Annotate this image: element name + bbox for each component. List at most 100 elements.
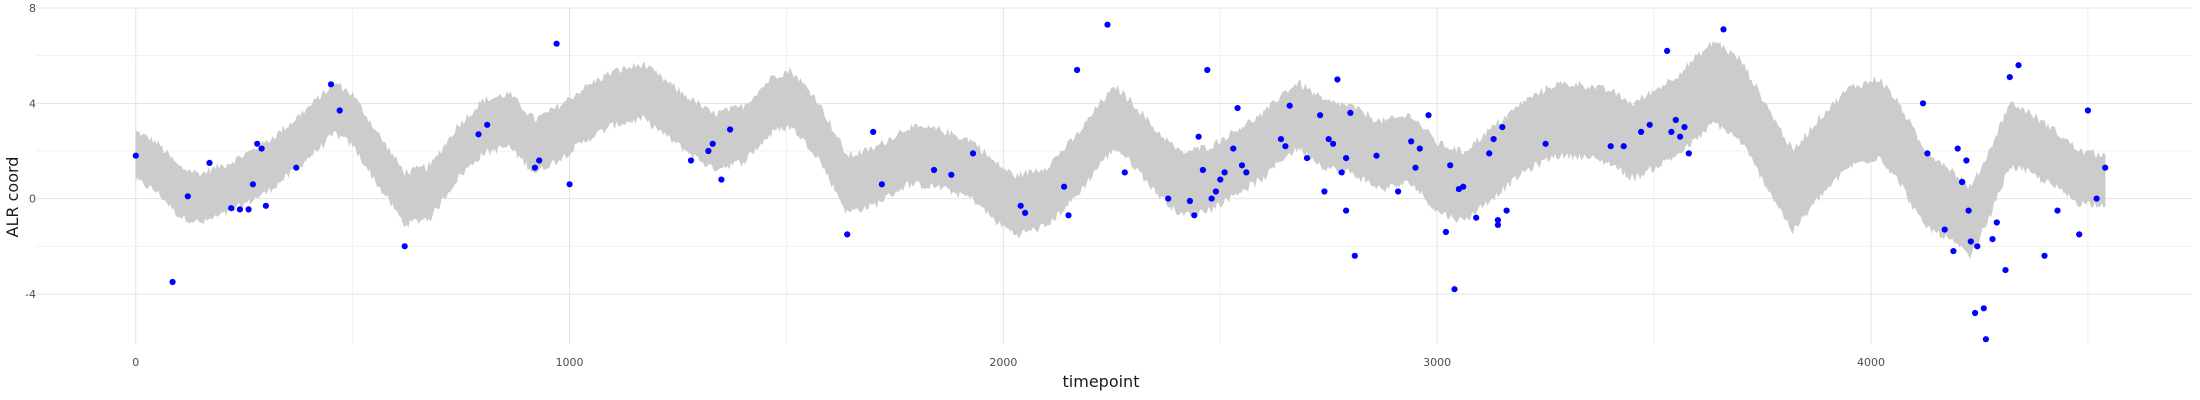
data-point — [1243, 169, 1250, 176]
data-point — [1490, 136, 1497, 143]
data-point — [1191, 212, 1198, 219]
data-point — [2006, 74, 2013, 81]
data-point — [258, 145, 265, 152]
y-tick-label: 0 — [29, 193, 36, 206]
data-point — [1195, 133, 1202, 140]
data-point — [245, 206, 252, 213]
data-point — [1959, 178, 1966, 186]
data-point — [184, 193, 191, 200]
data-point — [1425, 112, 1432, 119]
data-point — [293, 164, 300, 171]
data-point — [1416, 145, 1423, 152]
data-point — [2076, 231, 2083, 238]
data-point — [1950, 248, 1957, 255]
data-point — [1325, 136, 1332, 143]
data-point — [2102, 164, 2109, 171]
data-point — [1204, 66, 1211, 74]
data-point — [1982, 336, 1989, 343]
data-point — [2041, 252, 2048, 259]
data-point — [475, 131, 482, 138]
data-point — [566, 181, 573, 188]
data-point — [1234, 105, 1241, 112]
data-point — [2002, 267, 2009, 274]
data-point — [254, 140, 261, 147]
data-point — [484, 121, 491, 128]
data-point — [1208, 195, 1215, 202]
data-point — [327, 81, 335, 88]
data-point — [1277, 136, 1285, 143]
data-point — [1494, 221, 1501, 228]
data-point — [1061, 183, 1068, 190]
data-point — [1720, 26, 1727, 33]
data-point — [1677, 133, 1684, 140]
data-point — [1338, 169, 1345, 176]
data-point — [1963, 157, 1970, 164]
data-point — [1199, 166, 1206, 174]
data-point — [709, 140, 716, 147]
x-tick-label: 3000 — [1423, 356, 1451, 369]
data-point — [1954, 145, 1961, 152]
data-point — [705, 147, 712, 155]
data-point — [1473, 214, 1480, 221]
data-point — [1993, 219, 2000, 226]
data-point — [1321, 188, 1328, 195]
data-point — [1503, 207, 1510, 214]
data-point — [1238, 162, 1246, 169]
data-point — [2084, 107, 2091, 114]
data-point — [1607, 143, 1614, 150]
x-tick-label: 0 — [132, 356, 139, 369]
data-point — [1408, 138, 1415, 145]
data-point — [1638, 128, 1645, 135]
data-point — [1494, 217, 1501, 224]
data-point — [1972, 309, 1979, 317]
data-point — [948, 171, 955, 178]
data-point — [1620, 143, 1627, 150]
y-tick-label: 8 — [29, 2, 36, 15]
y-tick-label: 4 — [29, 97, 36, 110]
data-point — [531, 164, 539, 171]
data-point — [401, 243, 408, 250]
data-point — [1343, 207, 1350, 214]
data-point — [1447, 162, 1454, 169]
data-point — [870, 128, 877, 135]
data-point — [169, 278, 176, 286]
x-tick-label: 1000 — [556, 356, 584, 369]
data-point — [1919, 100, 1927, 107]
y-axis-title: ALR coord — [3, 157, 22, 238]
data-point — [1330, 140, 1337, 147]
data-point — [1165, 195, 1172, 202]
data-point — [969, 150, 977, 157]
data-point — [553, 40, 560, 47]
data-point — [687, 157, 695, 164]
data-point — [1941, 226, 1948, 233]
data-point — [1065, 212, 1072, 219]
x-tick-label: 4000 — [1857, 356, 1885, 369]
data-point — [132, 152, 139, 159]
data-point — [1334, 76, 1341, 83]
data-point — [1373, 152, 1380, 159]
data-point — [1217, 176, 1224, 183]
data-point — [1221, 169, 1228, 176]
data-point — [206, 159, 213, 166]
band-area — [135, 41, 2106, 259]
data-point — [718, 176, 725, 183]
data-point — [1967, 238, 1974, 245]
data-point — [249, 181, 256, 188]
data-point — [1412, 164, 1419, 171]
y-tick-label: -4 — [25, 288, 36, 301]
data-point — [1672, 116, 1679, 124]
data-point — [1212, 188, 1219, 195]
data-point — [236, 206, 243, 213]
data-point — [878, 181, 886, 188]
y-axis-ticks: -4 0 4 8 — [25, 2, 36, 301]
x-axis-title: timepoint — [1063, 372, 1140, 391]
data-point — [228, 205, 235, 212]
data-point — [1965, 207, 1972, 214]
data-point — [1230, 145, 1237, 152]
data-point — [1286, 102, 1293, 109]
data-point — [1351, 252, 1358, 259]
x-axis-ticks: 0 1000 2000 3000 4000 — [132, 356, 1885, 369]
data-point — [1980, 305, 1987, 312]
data-point — [1685, 150, 1692, 157]
confidence-band — [135, 41, 2106, 259]
